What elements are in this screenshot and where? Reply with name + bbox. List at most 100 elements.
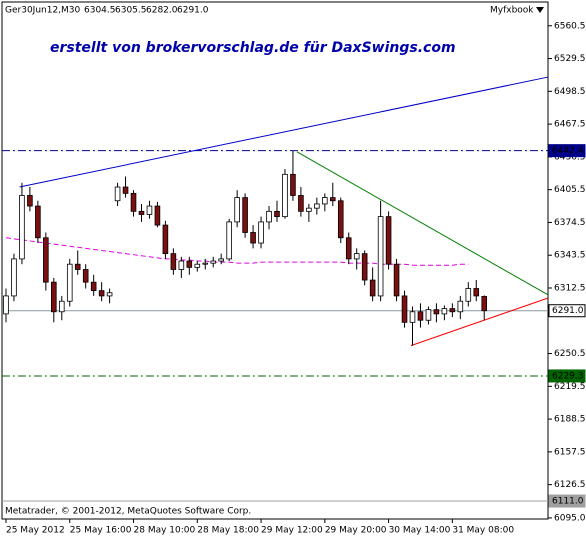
candle-body: [274, 210, 280, 218]
candle-body: [425, 309, 432, 321]
candle-body: [234, 197, 240, 223]
candle-body: [322, 197, 328, 205]
candle-body: [417, 311, 424, 321]
candle-body: [266, 210, 272, 223]
candle-body: [66, 263, 73, 302]
level-label: 6111.0: [552, 497, 584, 507]
candle-body: [27, 195, 33, 207]
candle-body: [146, 205, 153, 215]
y-tick-label: 6467.5: [554, 120, 586, 130]
footer: Metatrader, © 2001-2012, MetaQuotes Soft…: [5, 507, 251, 517]
candle-body: [401, 295, 408, 323]
level-label: 6229.3: [552, 371, 584, 381]
candle-body: [82, 269, 89, 283]
y-tick-label: 6498.5: [554, 87, 586, 97]
candle-body: [250, 232, 256, 244]
indicator-name: Myfxbook: [490, 6, 534, 16]
level-label: 6442.4: [552, 146, 584, 156]
candle-body: [385, 216, 392, 265]
y-tick-label: 6157.5: [554, 447, 586, 457]
candle-body: [178, 260, 185, 270]
candle-body: [51, 281, 57, 313]
plot-frame: [1, 1, 549, 520]
candle-body: [19, 195, 25, 260]
candle-body: [138, 210, 145, 215]
candle-body: [170, 253, 177, 270]
y-tick-label: 6436.5: [554, 152, 586, 162]
candle-body: [449, 308, 456, 313]
candle-body: [282, 173, 288, 218]
candle-body: [306, 207, 312, 212]
candle-body: [329, 197, 336, 202]
y-tick-label: 6219.5: [554, 382, 586, 392]
candle-body: [3, 295, 9, 315]
candle-body: [353, 253, 360, 260]
ohlc-close: 6291.0: [177, 6, 209, 16]
trendline: [296, 151, 549, 296]
ohlc-low: 6282.0: [146, 6, 178, 16]
candle-body: [298, 195, 304, 212]
y-tick-label: 6343.5: [554, 251, 586, 261]
y-tick-label: 6374.5: [554, 218, 586, 228]
candle-body: [369, 279, 376, 297]
x-tick-label: 25 May 16:00: [70, 526, 132, 536]
candle-body: [194, 263, 201, 268]
candle-body: [130, 192, 137, 212]
candle-body: [457, 300, 464, 313]
candle-body: [441, 308, 448, 315]
y-tick-label: 6312.5: [554, 283, 586, 293]
x-tick-label: 25 May 2012: [6, 526, 65, 536]
candle-body: [393, 263, 400, 297]
candle-body: [202, 262, 209, 265]
candle-body: [114, 186, 121, 202]
candle-body: [122, 186, 129, 194]
x-tick-label: 29 May 20:00: [325, 526, 387, 536]
y-tick-label: 6250.5: [554, 349, 586, 359]
candle-body: [377, 216, 384, 297]
level-label-box: [548, 304, 586, 318]
candle-body: [481, 296, 488, 312]
candle-body: [218, 258, 224, 262]
candle-body: [361, 253, 368, 281]
candle-body: [258, 221, 264, 244]
candle-body: [337, 200, 344, 239]
candle-body: [314, 203, 320, 209]
ohlc-open: 6304.5: [84, 6, 116, 16]
y-tick-label: 6529.5: [554, 54, 586, 64]
y-tick-label: 6560.5: [554, 21, 586, 31]
annotation: erstellt von brokervorschlag.de für DaxS…: [50, 40, 456, 56]
level-label-box: [548, 144, 586, 158]
candle-body: [290, 173, 296, 196]
candle-body: [242, 197, 248, 233]
indicator-icon: [536, 7, 544, 13]
candle-body: [154, 205, 161, 226]
candle-body: [465, 288, 472, 302]
candle-body: [473, 288, 480, 297]
y-tick-label: 6095.0: [554, 513, 586, 523]
candle-body: [58, 300, 65, 313]
x-tick-label: 31 May 08:00: [452, 526, 514, 536]
ohlc-high: 6305.5: [115, 6, 147, 16]
candle-body: [345, 237, 352, 260]
candle-body: [11, 258, 17, 297]
x-tick-label: 28 May 10:00: [134, 526, 196, 536]
candle-body: [74, 263, 81, 270]
symbol: Ger30Jun12,M30: [5, 6, 81, 16]
candle-body: [162, 224, 169, 255]
y-tick-label: 6188.5: [554, 415, 586, 425]
candle-body: [106, 292, 113, 297]
candle-body: [226, 221, 232, 260]
candle-body: [186, 260, 193, 268]
candle-body: [409, 311, 416, 323]
level-label-box: [548, 369, 586, 383]
level-label: 6291.0: [552, 306, 584, 316]
x-tick-label: 28 May 18:00: [197, 526, 259, 536]
candle-body: [35, 205, 41, 239]
candle-body: [98, 290, 105, 297]
trendline: [19, 76, 549, 188]
candle-body: [433, 309, 440, 315]
candle-body: [210, 260, 217, 264]
candle-body: [43, 237, 49, 283]
y-tick-label: 6405.5: [554, 185, 586, 195]
